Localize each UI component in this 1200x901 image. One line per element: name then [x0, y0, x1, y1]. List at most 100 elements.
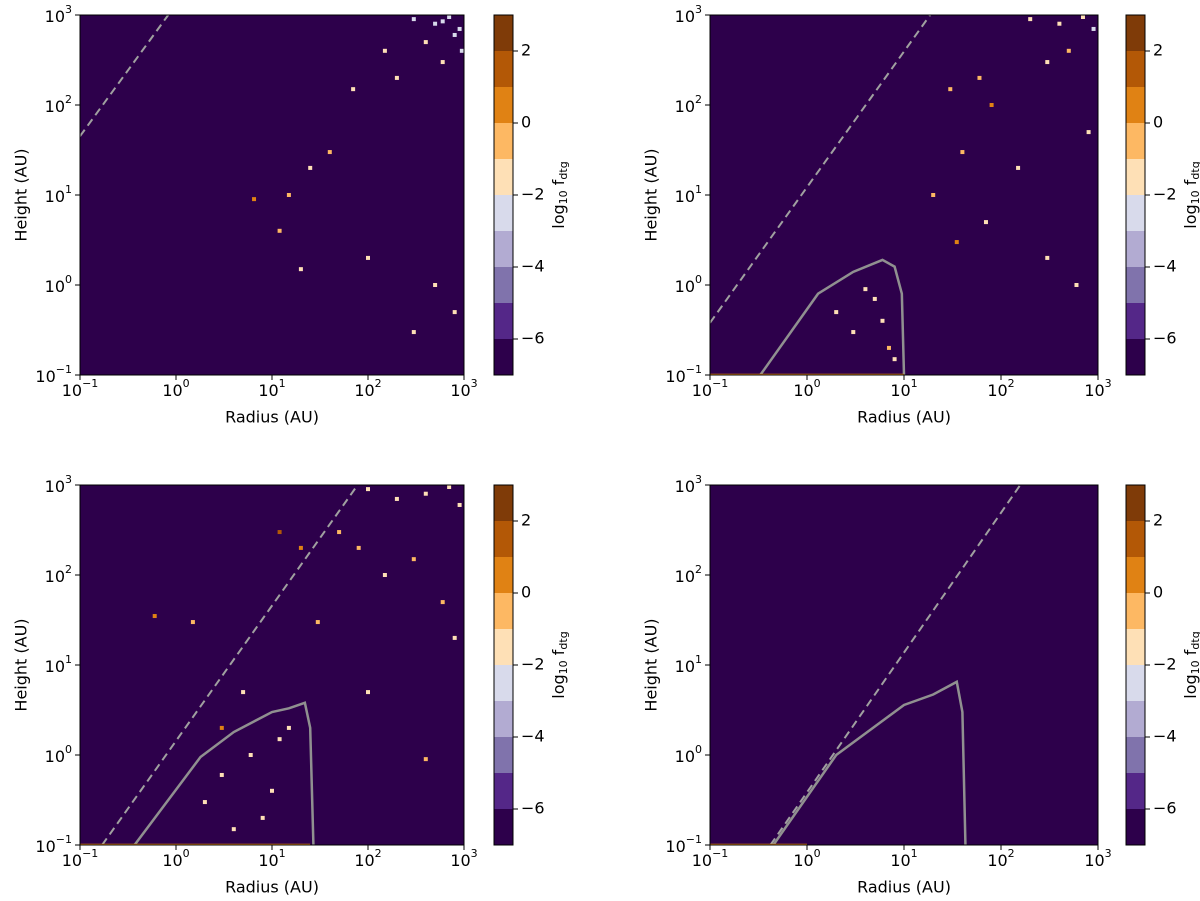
cell: [411, 557, 416, 562]
y-tick-label: 103: [675, 3, 702, 26]
cell: [277, 530, 282, 535]
plot-background: [710, 485, 1098, 845]
tick-base: 10: [675, 747, 695, 766]
x-tick-label: 100: [162, 377, 189, 400]
tick-base: 10: [665, 837, 685, 856]
cell: [308, 165, 313, 170]
colorbar-tick-label: −6: [1153, 329, 1177, 348]
colorbar-band: [1126, 87, 1145, 123]
cell: [286, 193, 291, 197]
colorbar-label-part: log: [1181, 674, 1200, 698]
y-axis-label: Height (AU): [12, 148, 31, 241]
colorbar-tick-label: −2: [1153, 185, 1177, 204]
colorbar-band: [1126, 629, 1145, 665]
tick-base: 10: [450, 851, 470, 870]
tick-base: 10: [692, 381, 712, 400]
plot-background: [80, 485, 464, 845]
y-tick-label: 101: [45, 653, 72, 676]
cell: [260, 815, 265, 820]
colorbar-band: [494, 231, 513, 267]
tick-base: 10: [675, 657, 695, 676]
cell: [277, 228, 282, 233]
cell: [241, 690, 246, 695]
tick-base: 10: [1084, 381, 1104, 400]
tick-base: 10: [45, 277, 65, 296]
x-tick-label: 10−1: [692, 377, 729, 400]
tick-exponent: −1: [56, 833, 72, 846]
tick-base: 10: [675, 7, 695, 26]
tick-exponent: 3: [1105, 377, 1112, 390]
cell: [892, 357, 897, 362]
cell: [423, 491, 428, 496]
cell: [983, 220, 988, 225]
tick-exponent: 1: [65, 183, 72, 196]
y-tick-label: 100: [675, 743, 702, 766]
colorbar-tick-label: 0: [1153, 583, 1163, 602]
tick-base: 10: [675, 477, 695, 496]
colorbar-band: [1126, 123, 1145, 159]
y-tick-label: 102: [45, 563, 72, 586]
colorbar-band: [1126, 15, 1145, 51]
tick-base: 10: [45, 657, 65, 676]
y-tick-label: 10−1: [665, 833, 702, 856]
colorbar-band: [494, 159, 513, 195]
x-tick-label: 103: [1084, 377, 1111, 400]
cell: [286, 725, 291, 730]
colorbar-band: [494, 15, 513, 51]
tick-base: 10: [987, 851, 1007, 870]
cell: [989, 103, 994, 107]
cell: [457, 26, 462, 31]
x-tick-label: 103: [450, 377, 477, 400]
colorbar-band: [1126, 51, 1145, 87]
cell: [219, 725, 224, 730]
cell: [337, 530, 342, 535]
colorbar-band: [494, 737, 513, 773]
cell: [315, 620, 320, 625]
tick-exponent: −1: [686, 363, 702, 376]
tick-base: 10: [62, 381, 82, 400]
x-tick-label: 10−1: [692, 847, 729, 870]
y-axis-label: Height (AU): [642, 148, 661, 241]
colorbar-tick-label: 2: [1153, 41, 1163, 60]
colorbar-label: log10 fdtg: [549, 161, 571, 228]
colorbar-label-part: dtg: [1189, 631, 1200, 649]
x-tick-label: 101: [258, 377, 285, 400]
cell: [298, 545, 303, 550]
cell: [202, 800, 207, 805]
colorbar-band: [1126, 557, 1145, 593]
tick-base: 10: [45, 7, 65, 26]
tick-exponent: 0: [814, 847, 821, 860]
cell: [954, 240, 959, 245]
colorbar-tick-label: −6: [521, 799, 545, 818]
tick-exponent: 3: [471, 377, 478, 390]
colorbar-tick-label: 2: [521, 41, 531, 60]
tick-exponent: 2: [1008, 377, 1015, 390]
x-axis-label: Radius (AU): [857, 408, 951, 427]
contour-line: [772, 679, 967, 845]
cell: [433, 21, 438, 26]
colorbar-band: [1126, 773, 1145, 809]
cell: [298, 267, 303, 272]
colorbar-band: [494, 303, 513, 339]
tick-base: 10: [675, 97, 695, 116]
colorbar-band: [1126, 521, 1145, 557]
tick-base: 10: [354, 381, 374, 400]
tick-exponent: 1: [911, 377, 918, 390]
cell: [440, 600, 445, 605]
cell: [366, 690, 370, 695]
y-tick-label: 102: [675, 563, 702, 586]
colorbar-band: [494, 557, 513, 593]
y-axis-label: Height (AU): [642, 618, 661, 711]
colorbar-band: [494, 51, 513, 87]
tick-exponent: −1: [82, 377, 98, 390]
cell: [452, 310, 457, 315]
tick-exponent: −1: [82, 847, 98, 860]
x-axis-label: Radius (AU): [857, 878, 951, 897]
colorbar-band: [1126, 195, 1145, 231]
y-tick-label: 100: [675, 273, 702, 296]
tick-exponent: 3: [695, 3, 702, 16]
colorbar-tick-label: −4: [521, 257, 545, 276]
tick-base: 10: [354, 851, 374, 870]
tick-base: 10: [45, 97, 65, 116]
